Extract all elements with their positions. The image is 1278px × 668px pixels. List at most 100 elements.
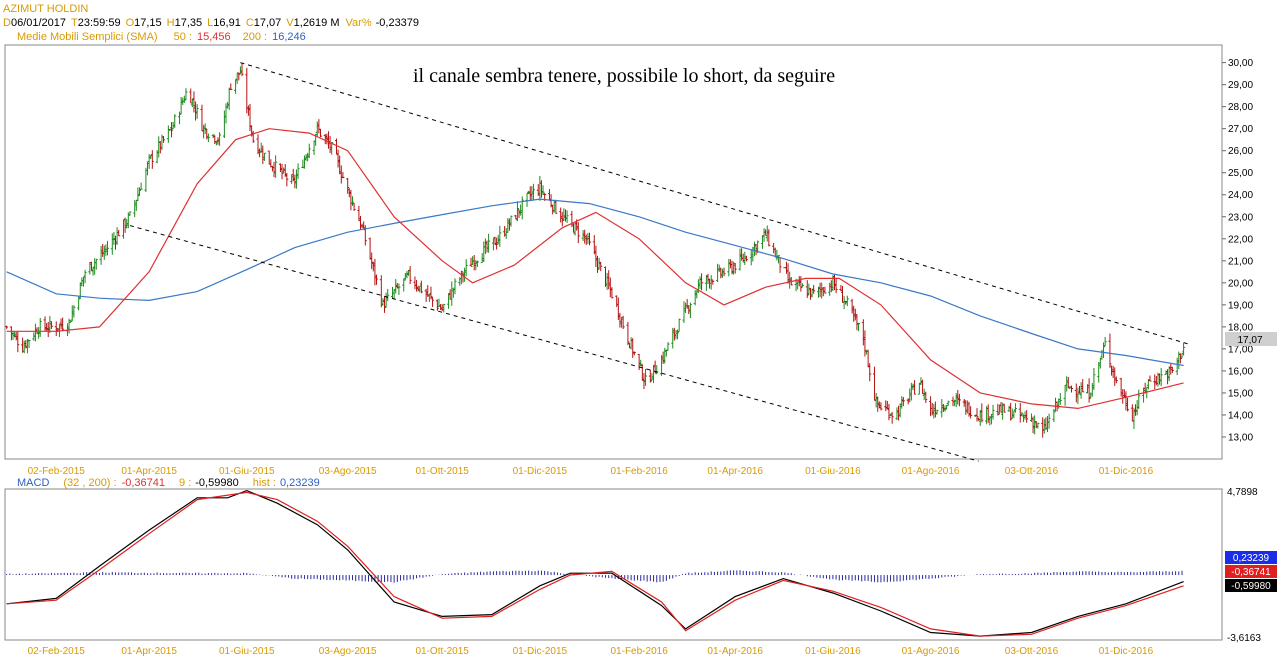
y-tick-label: 27,00	[1228, 124, 1253, 135]
macd-x-tick-label: 01-Apr-2015	[121, 646, 177, 657]
ohlc-bar	[498, 225, 502, 247]
y-tick-label: 18,00	[1228, 322, 1253, 333]
last-price-tag: 17,07	[1237, 335, 1262, 346]
ohlc-bar	[767, 229, 771, 247]
ohlc-header: D06/01/2017 T23:59:59 O17,15 H17,35 L16,91 C1…	[3, 17, 419, 29]
ohlc-bar	[16, 331, 20, 353]
d-label: D	[3, 17, 11, 29]
ohlc-bar	[178, 111, 182, 125]
y-tick-label: 19,00	[1228, 300, 1253, 311]
ohlc-bar	[1108, 333, 1112, 368]
x-tick-label: 01-Giu-2015	[219, 466, 275, 477]
ohlc-bar	[805, 280, 809, 298]
ohlc-bar	[280, 163, 284, 180]
ohlc-bar	[1148, 375, 1152, 382]
macd-axis-bottom: -3,6163	[1227, 633, 1261, 644]
ohlc-bar	[531, 183, 535, 200]
ohlc-bar	[509, 215, 513, 227]
channel-upper-line	[240, 62, 1191, 345]
ohlc-bar	[991, 404, 995, 420]
ohlc-bar	[1076, 387, 1080, 405]
ohlc-bar	[823, 286, 827, 294]
ohlc-bar	[206, 133, 210, 142]
o-value: 17,15	[134, 17, 162, 29]
ohlc-bar	[162, 135, 166, 143]
ohlc-bar	[565, 210, 569, 223]
ohlc-bar	[626, 321, 630, 346]
x-tick-label: 01-Ago-2016	[902, 466, 960, 477]
ohlc-bar	[1081, 379, 1085, 393]
macd-x-tick-label: 03-Ago-2015	[319, 646, 377, 657]
l-value: 16,91	[213, 17, 241, 29]
ohlc-bar	[464, 259, 468, 277]
ohlc-bar	[644, 368, 648, 386]
ohlc-bar	[296, 163, 300, 180]
ohlc-bar	[711, 280, 715, 285]
ohlc-bar	[648, 369, 652, 383]
sma200-line	[6, 198, 1184, 367]
sma50-line	[6, 128, 1184, 410]
ohlc-bar	[346, 177, 350, 194]
ohlc-bar	[307, 143, 311, 159]
ohlc-bar	[383, 296, 387, 313]
ohlc-bar	[666, 342, 670, 351]
ohlc-bar	[1036, 422, 1040, 429]
channel-lower-line	[129, 225, 979, 462]
macd-x-tick-label: 01-Giu-2016	[805, 646, 861, 657]
hist-tag-bg	[1225, 551, 1277, 564]
macd-plot-area	[6, 489, 1184, 637]
ohlc-bar	[1025, 410, 1029, 423]
y-tick-label: 13,00	[1228, 432, 1253, 443]
ohlc-bar	[554, 199, 558, 214]
l-label: L	[207, 17, 213, 29]
y-tick-label: 21,00	[1228, 256, 1253, 267]
y-tick-label: 23,00	[1228, 212, 1253, 223]
y-tick-label: 14,00	[1228, 410, 1253, 421]
ohlc-bar	[520, 196, 524, 220]
last-price-tag-bg	[1225, 332, 1277, 346]
ohlc-bar	[943, 405, 947, 412]
ohlc-bar	[1020, 411, 1024, 416]
ohlc-bar	[812, 284, 816, 294]
macd-x-tick-label: 02-Feb-2015	[28, 646, 86, 657]
y-tick-label: 29,00	[1228, 80, 1253, 91]
ohlc-bar	[879, 402, 883, 411]
y-tick-label: 15,00	[1228, 388, 1253, 399]
price-y-axis: 13,00 14,00 15,00 16,00 17,00 18,00 19,00 20,00…	[1222, 58, 1253, 443]
ohlc-bar	[610, 287, 614, 299]
macd-x-tick-label: 01-Dic-2015	[513, 646, 568, 657]
ohlc-bar	[139, 182, 143, 190]
ohlc-bar	[1002, 403, 1006, 413]
ohlc-bar	[901, 397, 905, 407]
ohlc-bar	[834, 278, 838, 294]
ohlc-bar	[1058, 393, 1062, 405]
price-panel-frame	[4, 44, 1223, 460]
ohlc-bar	[397, 283, 401, 295]
macd-tag-bg	[1225, 565, 1277, 578]
ohlc-bar	[632, 351, 636, 356]
macd-params: (32 , 200) :	[63, 477, 116, 489]
ohlc-bar	[868, 363, 872, 382]
signal-value: -0,59980	[195, 477, 238, 489]
c-value: 17,07	[254, 17, 282, 29]
y-tick-label: 22,00	[1228, 234, 1253, 245]
ohlc-bar	[429, 286, 433, 300]
ohlc-bar	[5, 325, 9, 329]
macd-x-tick-label: 01-Giu-2015	[219, 646, 275, 657]
signal-line	[6, 491, 1184, 637]
macd-label: MACD	[17, 477, 49, 489]
y-tick-label: 30,00	[1228, 58, 1253, 69]
ohlc-bar	[386, 289, 390, 302]
ohlc-bar	[890, 412, 894, 424]
ohlc-bar	[946, 400, 950, 406]
ohlc-bar	[709, 275, 713, 290]
ohlc-bar	[350, 196, 354, 206]
d-value: 06/01/2017	[11, 17, 66, 29]
macd-x-tick-label: 03-Ott-2016	[1005, 646, 1059, 657]
ohlc-bar	[969, 406, 973, 419]
ohlc-bar	[1103, 336, 1107, 347]
ohlc-bar	[94, 258, 98, 270]
ohlc-bar	[262, 152, 266, 161]
macd-x-tick-label: 01-Apr-2016	[707, 646, 763, 657]
